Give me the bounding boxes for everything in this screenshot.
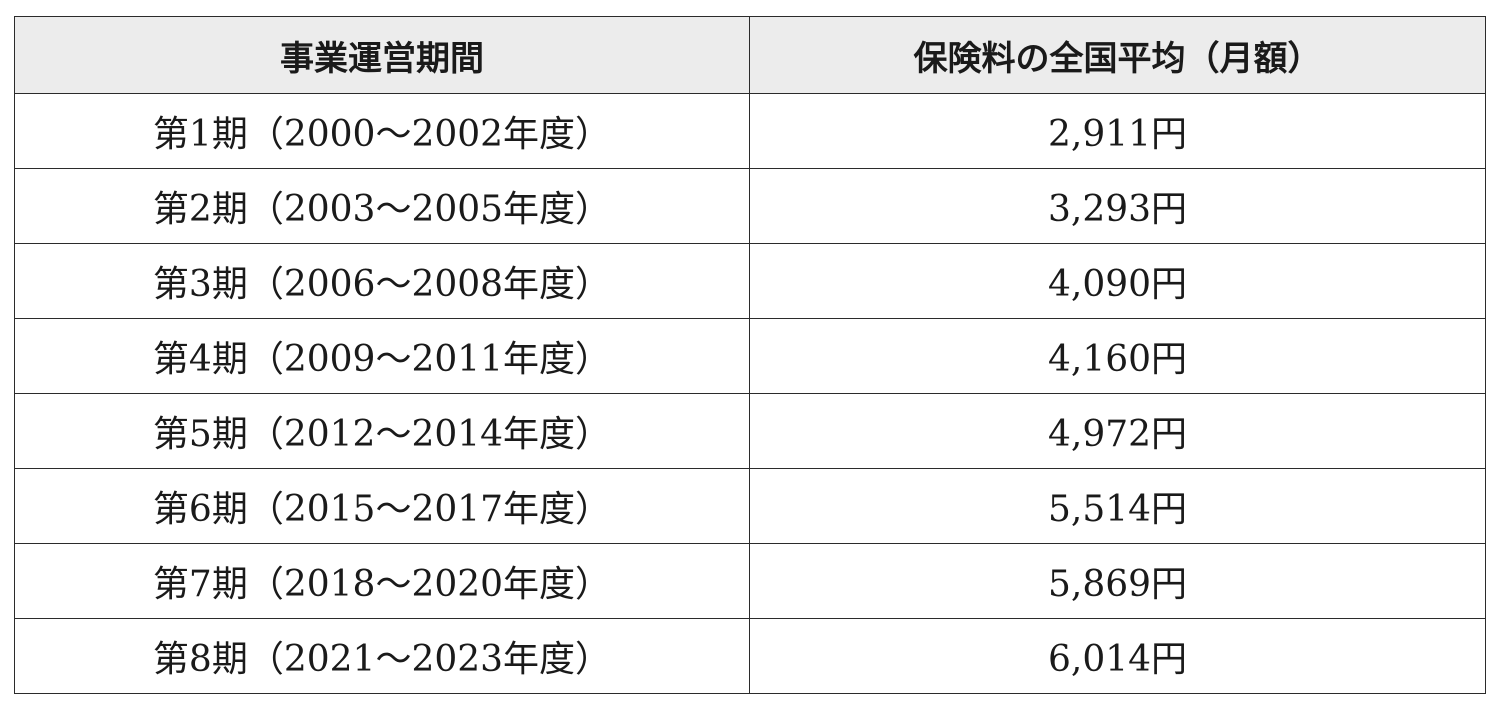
table-row: 第7期（2018～2020年度） 5,869円 bbox=[14, 543, 1486, 619]
period-cell: 第5期（2012～2014年度） bbox=[14, 393, 750, 469]
premium-table-container: 事業運営期間 保険料の全国平均（月額） 第1期（2000～2002年度） 2,9… bbox=[14, 16, 1486, 694]
period-cell: 第8期（2021～2023年度） bbox=[14, 618, 750, 694]
table-row: 第2期（2003～2005年度） 3,293円 bbox=[14, 168, 1486, 244]
premium-cell: 5,869円 bbox=[749, 543, 1486, 619]
premium-cell: 4,972円 bbox=[749, 393, 1486, 469]
table-row: 第8期（2021～2023年度） 6,014円 bbox=[14, 618, 1486, 694]
period-cell: 第7期（2018～2020年度） bbox=[14, 543, 750, 619]
period-cell: 第3期（2006～2008年度） bbox=[14, 243, 750, 319]
premium-table: 事業運営期間 保険料の全国平均（月額） 第1期（2000～2002年度） 2,9… bbox=[14, 16, 1486, 694]
table-row: 第6期（2015～2017年度） 5,514円 bbox=[14, 468, 1486, 544]
table-row: 第1期（2000～2002年度） 2,911円 bbox=[14, 93, 1486, 169]
header-business-period: 事業運営期間 bbox=[14, 16, 750, 94]
premium-cell: 4,090円 bbox=[749, 243, 1486, 319]
period-cell: 第1期（2000～2002年度） bbox=[14, 93, 750, 169]
premium-cell: 4,160円 bbox=[749, 318, 1486, 394]
period-cell: 第4期（2009～2011年度） bbox=[14, 318, 750, 394]
period-cell: 第6期（2015～2017年度） bbox=[14, 468, 750, 544]
table-row: 第4期（2009～2011年度） 4,160円 bbox=[14, 318, 1486, 394]
period-cell: 第2期（2003～2005年度） bbox=[14, 168, 750, 244]
premium-cell: 3,293円 bbox=[749, 168, 1486, 244]
premium-cell: 6,014円 bbox=[749, 618, 1486, 694]
table-row: 第3期（2006～2008年度） 4,090円 bbox=[14, 243, 1486, 319]
premium-cell: 2,911円 bbox=[749, 93, 1486, 169]
header-national-average-premium: 保険料の全国平均（月額） bbox=[749, 16, 1486, 94]
table-header-row: 事業運営期間 保険料の全国平均（月額） bbox=[14, 16, 1486, 94]
table-row: 第5期（2012～2014年度） 4,972円 bbox=[14, 393, 1486, 469]
premium-cell: 5,514円 bbox=[749, 468, 1486, 544]
